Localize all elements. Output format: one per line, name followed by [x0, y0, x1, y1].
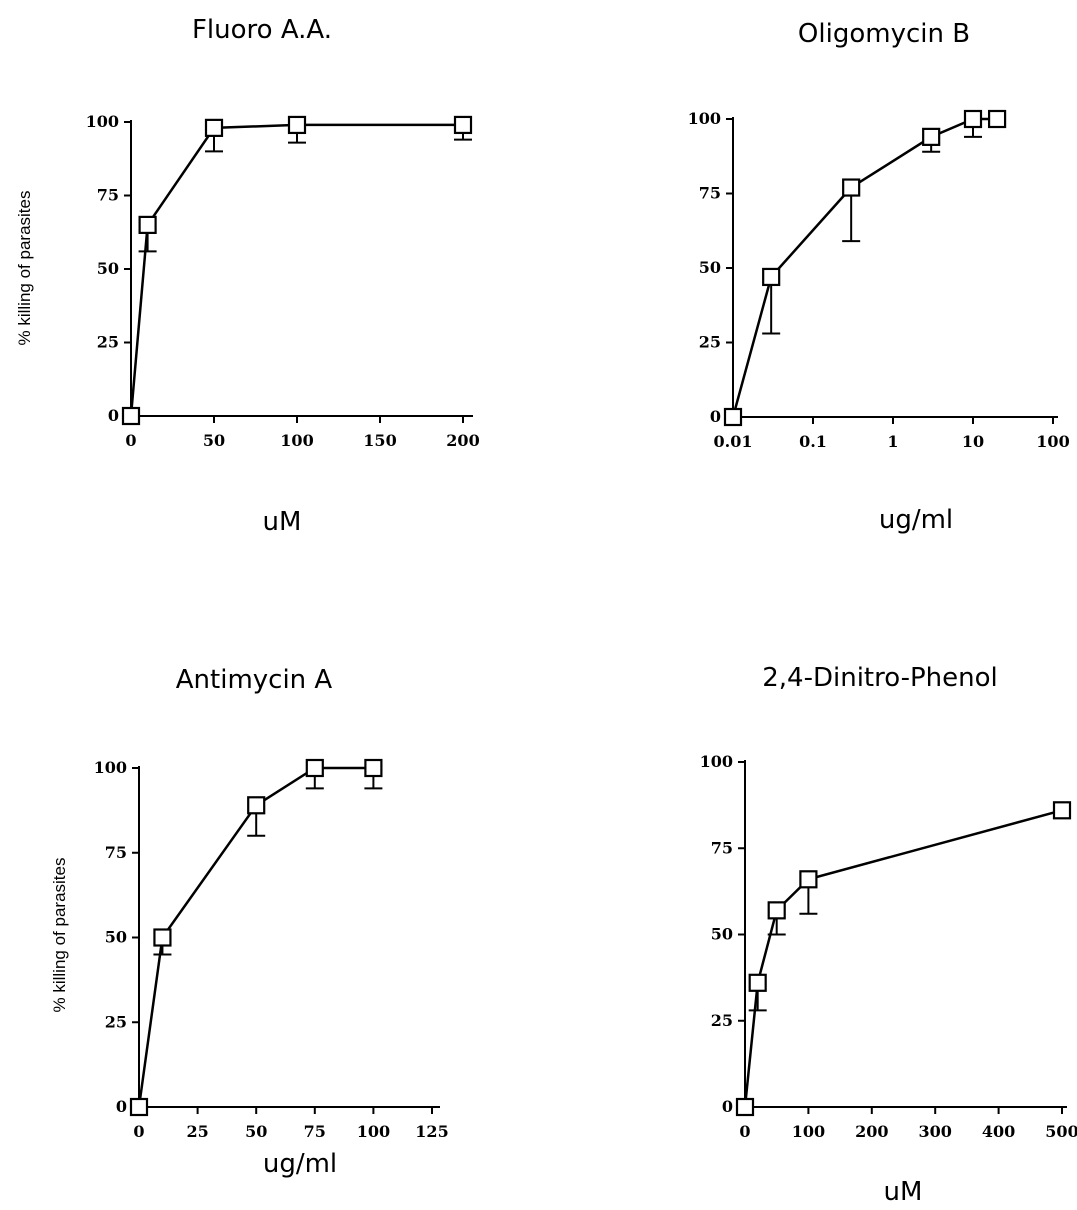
y-tick-label: 75	[105, 843, 127, 862]
data-point-marker	[842, 178, 861, 197]
series-line	[743, 809, 1063, 1108]
y-tick-label: 100	[86, 112, 119, 131]
x-axis-label: ug/ml	[879, 505, 953, 535]
x-tick-label: 10	[962, 432, 984, 451]
data-point-marker	[963, 109, 983, 129]
y-tick-label: 50	[105, 928, 127, 947]
data-point-marker	[453, 115, 473, 135]
data-point-marker	[735, 1097, 755, 1117]
x-tick-label: 50	[245, 1122, 267, 1141]
x-tick-label: 150	[363, 431, 396, 450]
x-tick-label: 125	[415, 1122, 448, 1141]
x-tick-label: 100	[280, 431, 313, 450]
x-tick-label: 200	[446, 431, 479, 450]
data-point-marker	[762, 267, 781, 287]
plot-area: 0 25 50 75 100 0 100 200 300 400 500	[700, 752, 1077, 1141]
y-tick-label: 75	[97, 186, 119, 205]
data-point-marker	[364, 758, 383, 778]
x-tick-label: 0.01	[714, 432, 753, 451]
data-point-marker	[1052, 801, 1072, 820]
data-point-marker	[247, 796, 266, 815]
x-tick-label: 400	[982, 1122, 1015, 1141]
x-tick-label: 50	[203, 431, 225, 450]
x-tick-label: 75	[304, 1122, 326, 1141]
y-tick-label: 0	[722, 1097, 733, 1116]
data-point-marker	[723, 407, 743, 427]
y-tick-label: 25	[699, 333, 721, 352]
panel-fluoro-aa: Fluoro A.A. % killing of parasites uM 0 2…	[15, 15, 480, 537]
x-tick-label: 0	[739, 1122, 750, 1141]
x-tick-label: 0.1	[799, 432, 827, 451]
series-line	[129, 123, 463, 417]
plot-area: 0 25 50 75 100 0 50 100 150 200	[86, 112, 480, 450]
data-point-marker	[121, 406, 141, 426]
y-tick-label: 50	[699, 258, 721, 277]
panel-title: Antimycin A	[176, 665, 333, 695]
data-point-marker	[138, 215, 157, 234]
x-tick-label: 300	[918, 1122, 951, 1141]
y-tick-label: 75	[711, 838, 733, 857]
x-tick-label: 25	[186, 1122, 208, 1141]
x-tick-label: 100	[357, 1122, 390, 1141]
y-tick-label: 0	[116, 1097, 127, 1116]
y-tick-label: 0	[108, 406, 119, 425]
y-tick-label: 25	[711, 1011, 733, 1030]
y-tick-label: 25	[105, 1012, 127, 1031]
data-point-marker	[153, 928, 172, 947]
panel-oligomycin-b: Oligomycin B ug/ml 0 25 50 75 100 0.01 0.1 1 10 1…	[688, 19, 1070, 535]
panel-title: Fluoro A.A.	[192, 15, 332, 45]
y-tick-label: 25	[97, 333, 119, 352]
panel-title: Oligomycin B	[798, 19, 970, 49]
x-axis-label: uM	[263, 507, 302, 537]
x-tick-label: 1	[887, 432, 898, 451]
plot-area: 0 25 50 75 100 0 25 50 75 100 125	[94, 758, 449, 1141]
y-tick-label: 75	[699, 184, 721, 203]
panel-title: 2,4-Dinitro-Phenol	[762, 663, 998, 693]
panel-antimycin-a: Antimycin A % killing of parasites ug/ml…	[50, 665, 449, 1179]
x-tick-label: 0	[125, 431, 136, 450]
data-point-marker	[129, 1097, 149, 1117]
panel-dinitrophenol: 2,4-Dinitro-Phenol uM 0 25 50 75 100 0 100 200 3…	[700, 663, 1077, 1207]
x-tick-label: 500	[1045, 1122, 1077, 1141]
data-point-marker	[922, 127, 941, 146]
y-tick-label: 0	[710, 407, 721, 426]
x-tick-label: 0	[133, 1122, 144, 1141]
data-point-marker	[748, 973, 767, 992]
x-tick-label: 100	[1036, 432, 1069, 451]
x-tick-label: 200	[855, 1122, 888, 1141]
x-tick-label: 100	[792, 1122, 825, 1141]
y-axis-label: % killing of parasites	[50, 858, 69, 1013]
data-point-marker	[204, 118, 224, 137]
data-point-marker	[767, 901, 786, 920]
x-axis-label: ug/ml	[263, 1149, 337, 1179]
y-tick-label: 50	[97, 259, 119, 278]
y-tick-label: 100	[94, 758, 127, 777]
data-point-marker	[305, 758, 324, 778]
y-tick-label: 100	[700, 752, 733, 771]
plot-area: 0 25 50 75 100 0.01 0.1 1 10 100	[688, 109, 1070, 451]
data-point-marker	[799, 870, 818, 889]
y-tick-label: 100	[688, 109, 721, 128]
y-axis-label: % killing of parasites	[15, 191, 34, 346]
data-point-marker	[287, 115, 307, 135]
x-axis-label: uM	[884, 1177, 923, 1207]
y-tick-label: 50	[711, 925, 733, 944]
data-point-marker	[987, 109, 1007, 129]
